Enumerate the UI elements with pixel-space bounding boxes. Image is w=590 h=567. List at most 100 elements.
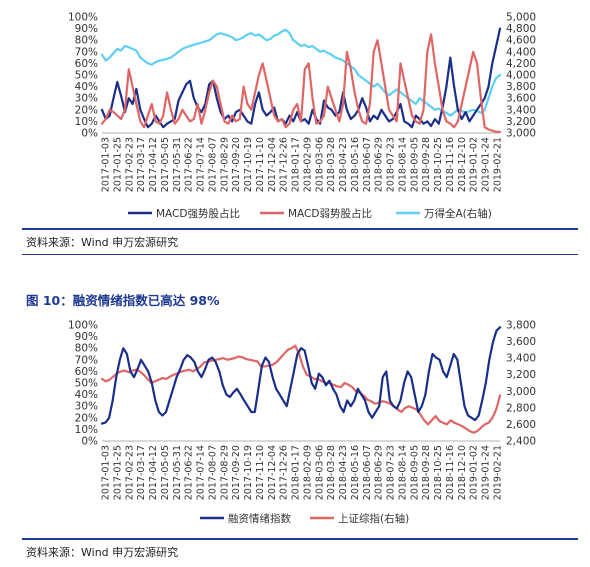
y-right-tick-label: 3,200 [506, 116, 536, 128]
y-left-tick-label: 20% [75, 104, 98, 116]
x-tick-label: 2018-11-16 [445, 137, 456, 192]
x-tick-label: 2017-04-12 [148, 445, 159, 500]
y-left-tick-label: 40% [75, 81, 98, 93]
x-tick-label: 2017-03-17 [136, 445, 147, 500]
x-tick-label: 2018-03-06 [314, 445, 325, 500]
x-tick-label: 2018-09-05 [409, 137, 420, 192]
x-tick-label: 2017-02-23 [124, 137, 135, 192]
x-tick-label: 2018-09-28 [421, 445, 432, 500]
y-right-tick-label: 4,200 [506, 58, 536, 70]
x-tick-label: 2018-08-14 [397, 137, 408, 192]
x-tick-label: 2018-09-28 [421, 137, 432, 192]
x-tick-label: 2018-02-09 [302, 445, 313, 500]
y-left-tick-label: 30% [75, 93, 98, 105]
x-tick-label: 2017-06-22 [184, 137, 195, 192]
y-left-tick-label: 90% [75, 331, 98, 343]
y-left-tick-label: 40% [75, 389, 98, 401]
x-tick-label: 2017-03-17 [136, 137, 147, 192]
x-tick-label: 2017-05-05 [160, 445, 171, 500]
x-tick-label: 2017-12-04 [267, 445, 278, 500]
chart1-top-rule [22, 228, 578, 230]
series-line-2 [100, 344, 502, 434]
y-left-tick-label: 10% [75, 424, 98, 436]
x-tick-label: 2018-09-05 [409, 445, 420, 500]
x-tick-label: 2017-07-14 [196, 445, 207, 500]
x-tick-label: 2017-12-04 [267, 137, 278, 192]
margin-sentiment-chart: 0%10%20%30%40%50%60%70%80%90%100% 2,400 2,… [68, 320, 536, 526]
y-left-tick-label: 80% [75, 343, 98, 355]
y-right-tick-label: 2,600 [506, 419, 536, 431]
x-tick-label: 2018-02-09 [302, 137, 313, 192]
chart2-source-note: 资料来源：Wind 申万宏源研究 [26, 546, 179, 559]
y-right-tick-label: 3,200 [506, 369, 536, 381]
x-tick-label: 2017-09-20 [231, 137, 242, 192]
x-tick-label: 2017-02-23 [124, 445, 135, 500]
y-left-tick-label: 0% [81, 436, 98, 448]
legend-label-1: MACD强势股占比 [156, 207, 240, 220]
y-right-tick-label: 5,000 [506, 12, 536, 24]
x-tick-label: 2017-01-03 [101, 137, 112, 192]
x-tick-label: 2018-11-16 [445, 445, 456, 500]
y-right-tick-label: 3,400 [506, 353, 536, 365]
y-left-tick-label: 60% [75, 366, 98, 378]
macd-share-chart: 0%10%20%30%40%50%60%70%80%90%100%3,0003,… [68, 12, 536, 221]
x-tick-label: 2018-03-28 [326, 445, 337, 500]
x-tick-label: 2018-03-28 [326, 137, 337, 192]
y-right-tick-label: 3,800 [506, 320, 536, 332]
chart2-top-rule [22, 538, 578, 540]
y-right-tick-label: 2,400 [506, 436, 536, 448]
x-tick-label: 2018-12-10 [457, 445, 468, 500]
x-tick-label: 2017-07-14 [196, 137, 207, 192]
x-tick-label: 2017-11-10 [255, 445, 266, 500]
x-tick-label: 2018-10-25 [433, 137, 444, 192]
x-tick-label: 2018-05-16 [350, 445, 361, 500]
y-right-tick-label: 4,800 [506, 23, 536, 35]
legend-label-3: 万得全A(右轴) [424, 207, 492, 220]
y-right-tick-label: 3,600 [506, 93, 536, 105]
series-line-2 [100, 33, 502, 133]
legend-label-1: 融资情绪指数 [228, 512, 291, 525]
x-tick-label: 2018-06-29 [374, 137, 385, 192]
legend-label-2: 上证综指(右轴) [338, 512, 409, 525]
x-tick-label: 2017-08-29 [219, 137, 230, 192]
x-tick-label: 2018-05-16 [350, 137, 361, 192]
series-line-3 [100, 28, 502, 117]
x-tick-label: 2019-01-02 [469, 137, 480, 192]
x-tick-label: 2018-01-17 [291, 137, 302, 192]
x-tick-label: 2018-06-29 [374, 445, 385, 500]
series-line-1 [100, 326, 502, 425]
x-tick-label: 2017-05-05 [160, 137, 171, 192]
y-right-tick-label: 4,000 [506, 70, 536, 82]
y-left-tick-label: 50% [75, 378, 98, 390]
x-tick-label: 2017-09-20 [231, 445, 242, 500]
y-right-tick-label: 3,000 [506, 128, 536, 140]
x-tick-label: 2018-07-23 [386, 445, 397, 500]
legend-label-2: MACD弱势股占比 [288, 207, 372, 220]
y-right-tick-label: 4,400 [506, 46, 536, 58]
y-left-tick-label: 30% [75, 401, 98, 413]
x-tick-label: 2017-05-31 [172, 445, 183, 500]
y-right-tick-label: 3,800 [506, 81, 536, 93]
x-tick-label: 2018-07-23 [386, 137, 397, 192]
y-left-tick-label: 70% [75, 46, 98, 58]
y-left-tick-label: 100% [68, 12, 98, 24]
x-tick-label: 2018-06-07 [362, 445, 373, 500]
x-tick-label: 2017-08-29 [219, 445, 230, 500]
y-right-tick-label: 3,400 [506, 104, 536, 116]
x-tick-label: 2019-02-21 [493, 445, 504, 500]
y-right-tick-label: 2,800 [506, 402, 536, 414]
x-tick-label: 2017-12-26 [279, 445, 290, 500]
y-left-tick-label: 70% [75, 354, 98, 366]
y-right-tick-label: 4,600 [506, 35, 536, 47]
x-tick-label: 2017-05-31 [172, 137, 183, 192]
y-left-tick-label: 50% [75, 70, 98, 82]
x-tick-label: 2017-08-07 [207, 137, 218, 192]
x-tick-label: 2017-06-22 [184, 445, 195, 500]
x-tick-label: 2017-01-03 [101, 445, 112, 500]
x-tick-label: 2019-02-21 [493, 137, 504, 192]
x-tick-label: 2018-04-23 [338, 137, 349, 192]
x-tick-label: 2017-04-12 [148, 137, 159, 192]
x-tick-label: 2018-10-25 [433, 445, 444, 500]
y-left-tick-label: 90% [75, 23, 98, 35]
x-tick-label: 2017-10-19 [243, 137, 254, 192]
